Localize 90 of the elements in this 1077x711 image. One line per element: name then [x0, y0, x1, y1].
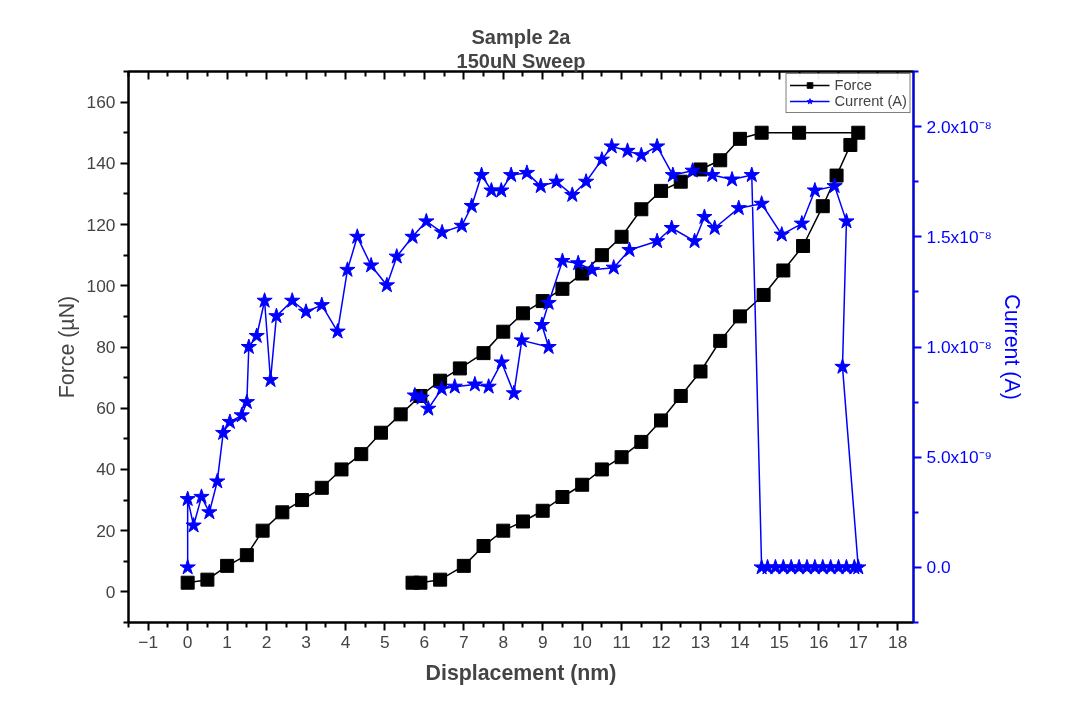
point	[200, 572, 215, 587]
x-axis-title: Displacement (nm)	[425, 660, 617, 685]
x-tick-label: 10	[572, 631, 592, 652]
y2-tick-label: 1.0x10⁻⁸	[926, 337, 992, 357]
point	[535, 503, 550, 518]
point	[594, 462, 609, 477]
x-tick-label: 18	[888, 631, 908, 652]
y-tick-label: 100	[86, 275, 116, 296]
point	[851, 125, 866, 140]
chart-subtitle: 150uN Sweep	[456, 49, 586, 72]
x-tick-label: 16	[809, 631, 829, 652]
y-tick-label: 140	[86, 153, 116, 174]
point	[756, 287, 771, 302]
point	[843, 137, 858, 152]
point	[654, 413, 669, 428]
point	[334, 462, 349, 477]
point	[754, 125, 769, 140]
x-tick-label: 7	[458, 631, 469, 652]
point	[393, 407, 408, 422]
point	[815, 199, 830, 214]
y2-tick-label: 0.0	[926, 557, 951, 578]
x-tick-label: 8	[498, 631, 509, 652]
point	[732, 309, 747, 324]
y2-axis-title: Current (A)	[999, 294, 1024, 400]
point	[614, 450, 629, 465]
x-tick-label: 0	[182, 631, 193, 652]
x-tick-label: 2	[261, 631, 272, 652]
x-tick-label: 11	[612, 631, 631, 652]
point	[433, 572, 448, 587]
legend-label: Current (A)	[834, 93, 907, 109]
x-tick-label: 4	[340, 631, 351, 652]
point	[614, 229, 629, 244]
y-tick-label: 120	[86, 214, 116, 235]
point	[220, 558, 235, 573]
x-tick-label: 5	[380, 631, 390, 652]
point	[634, 202, 649, 217]
point	[829, 168, 844, 183]
point	[713, 333, 728, 348]
point	[713, 153, 728, 168]
chart-title: Sample 2a	[471, 25, 572, 48]
y-tick-label: 0	[105, 581, 116, 602]
point	[314, 480, 329, 495]
x-tick-label: 14	[730, 631, 750, 652]
legend-label: Force	[834, 77, 872, 93]
point	[354, 447, 369, 462]
x-tick-label: 15	[769, 631, 790, 652]
point	[496, 523, 511, 538]
point	[732, 131, 747, 146]
point	[275, 505, 290, 520]
x-tick-label: 9	[537, 631, 548, 652]
y-tick-label: 20	[96, 520, 116, 541]
x-tick-label: −1	[138, 631, 159, 652]
point	[452, 361, 467, 376]
point	[496, 324, 511, 339]
point	[405, 575, 420, 590]
point	[634, 434, 649, 449]
point	[476, 346, 491, 361]
x-tick-label: 6	[419, 631, 430, 652]
point	[792, 125, 807, 140]
point	[515, 514, 530, 529]
x-tick-label: 1	[222, 631, 232, 652]
point	[555, 281, 570, 296]
point	[555, 489, 570, 504]
point	[776, 263, 791, 278]
x-tick-label: 17	[848, 631, 868, 652]
point	[180, 575, 195, 590]
x-tick-label: 13	[690, 631, 711, 652]
y-tick-label: 60	[96, 398, 116, 419]
y-tick-label: 160	[86, 92, 116, 113]
x-tick-label: 12	[651, 631, 671, 652]
point	[515, 306, 530, 321]
point	[373, 425, 388, 440]
point	[575, 477, 590, 492]
y2-tick-label: 1.5x10⁻⁸	[926, 226, 992, 247]
point	[673, 388, 688, 403]
point	[654, 183, 669, 198]
point	[476, 538, 491, 553]
point	[295, 493, 310, 508]
point	[796, 238, 811, 253]
point	[693, 364, 708, 379]
y-tick-label: 40	[96, 459, 116, 480]
y-tick-label: 80	[96, 337, 116, 357]
y2-tick-label: 5.0x10⁻⁹	[926, 447, 992, 468]
point	[594, 248, 609, 263]
point	[239, 548, 254, 563]
point	[456, 558, 471, 573]
x-tick-label: 3	[301, 631, 311, 652]
y-axis-title: Force (µN)	[54, 295, 79, 399]
y2-tick-label: 2.0x10⁻⁸	[926, 116, 992, 137]
point	[255, 523, 270, 538]
